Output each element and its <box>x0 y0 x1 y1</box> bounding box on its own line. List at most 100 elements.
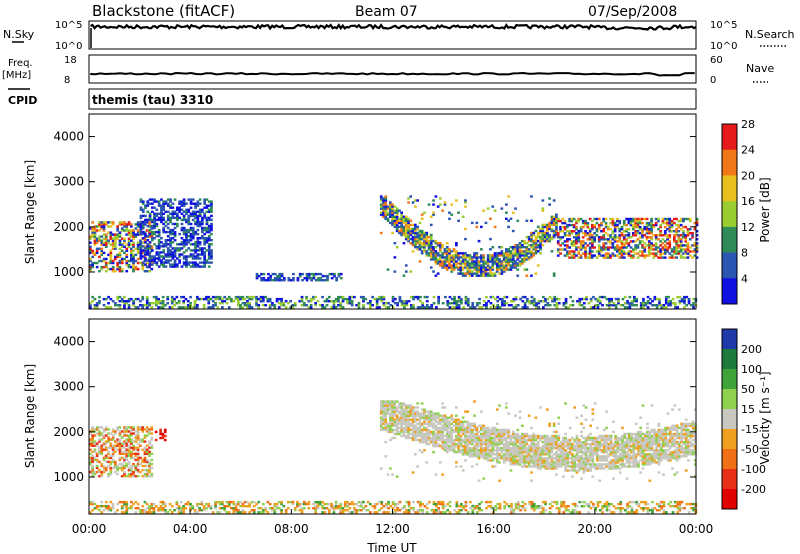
echo-cell <box>441 302 445 305</box>
echo-cell <box>689 304 693 307</box>
echo-cell <box>423 414 426 417</box>
echo-cell <box>491 205 495 208</box>
echo-cell <box>173 232 177 236</box>
echo-cell <box>116 464 119 468</box>
echo-cell <box>203 257 206 260</box>
echo-cell <box>673 221 676 225</box>
echo-cell <box>593 217 596 221</box>
echo-cell <box>395 475 399 478</box>
echo-cell <box>102 227 106 230</box>
echo-cell <box>692 304 695 307</box>
echo-cell <box>441 426 444 430</box>
echo-cell <box>107 302 110 305</box>
echo-cell <box>546 304 550 307</box>
echo-cell <box>439 262 442 265</box>
echo-cell <box>189 505 192 508</box>
echo-cell <box>114 302 117 305</box>
echo-cell <box>602 234 606 237</box>
echo-cell <box>118 430 122 433</box>
echo-cell <box>250 500 254 504</box>
echo-cell <box>196 297 199 301</box>
echo-cell <box>171 222 175 226</box>
echo-cell <box>162 249 165 252</box>
echo-cell <box>489 260 492 263</box>
echo-cell <box>466 260 470 263</box>
echo-cell <box>414 242 417 245</box>
echo-cell <box>512 509 516 512</box>
echo-cell <box>123 464 126 468</box>
echo-cell <box>684 240 688 243</box>
echo-cell <box>111 221 115 224</box>
echo-cell <box>123 450 126 453</box>
echo-cell <box>154 438 158 442</box>
echo-cell <box>102 430 106 433</box>
echo-cell <box>162 222 165 226</box>
echo-cell <box>111 223 115 226</box>
echo-cell <box>450 436 454 440</box>
echo-cell <box>139 200 143 203</box>
echo-cell <box>162 257 165 260</box>
echo-cell <box>375 502 379 506</box>
echo-cell <box>597 238 601 241</box>
echo-cell <box>441 244 444 247</box>
echo-cell <box>521 239 524 243</box>
echo-cell <box>695 256 699 259</box>
echo-cell <box>189 232 193 236</box>
echo-cell <box>130 225 133 228</box>
echo-cell <box>102 251 106 255</box>
echo-cell <box>109 509 113 512</box>
echo-cell <box>675 248 678 251</box>
echo-cell <box>151 224 154 228</box>
echo-cell <box>171 216 175 220</box>
echo-cell <box>194 255 197 258</box>
echo-cell <box>464 201 467 204</box>
echo-cell <box>407 404 410 407</box>
echo-cell <box>673 246 676 249</box>
echo-cell <box>434 274 438 277</box>
echo-cell <box>581 219 585 223</box>
echo-cell <box>143 472 147 476</box>
echo-cell <box>560 500 563 504</box>
echo-cell <box>432 424 435 427</box>
echo-cell <box>507 195 510 198</box>
echo-cell <box>104 265 108 269</box>
echo-cell <box>93 448 97 451</box>
echo-cell <box>556 240 560 243</box>
echo-cell <box>104 235 108 238</box>
echo-cell <box>548 233 551 237</box>
echo-cell <box>502 270 506 273</box>
echo-cell <box>450 264 454 267</box>
echo-cell <box>476 302 479 305</box>
echo-cell <box>109 221 113 224</box>
echo-cell <box>404 434 408 438</box>
echo-cell <box>280 304 283 307</box>
echo-cell <box>325 304 329 307</box>
echo-cell <box>432 203 435 206</box>
echo-cell <box>148 442 151 445</box>
echo-cell <box>111 434 115 437</box>
echo-cell <box>593 236 596 239</box>
echo-cell <box>570 223 574 227</box>
echo-cell <box>95 444 99 447</box>
echo-cell <box>475 254 479 257</box>
echo-cell <box>642 306 645 309</box>
echo-cell <box>201 220 204 224</box>
echo-cell <box>130 505 133 508</box>
echo-cell <box>130 440 133 443</box>
echo-cell <box>151 230 154 234</box>
echo-cell <box>111 438 115 441</box>
echo-cell <box>677 236 681 239</box>
echo-cell <box>143 509 147 512</box>
echo-cell <box>132 302 135 305</box>
echo-cell <box>189 237 193 240</box>
echo-cell <box>445 268 449 271</box>
echo-cell <box>150 438 154 441</box>
echo-cell <box>395 246 399 249</box>
echo-cell <box>434 424 438 427</box>
echo-cell <box>132 428 135 431</box>
echo-cell <box>445 426 449 430</box>
echo-cell <box>404 225 408 229</box>
echo-cell <box>443 426 447 430</box>
echo-cell <box>555 502 559 506</box>
echo-cell <box>416 438 419 442</box>
